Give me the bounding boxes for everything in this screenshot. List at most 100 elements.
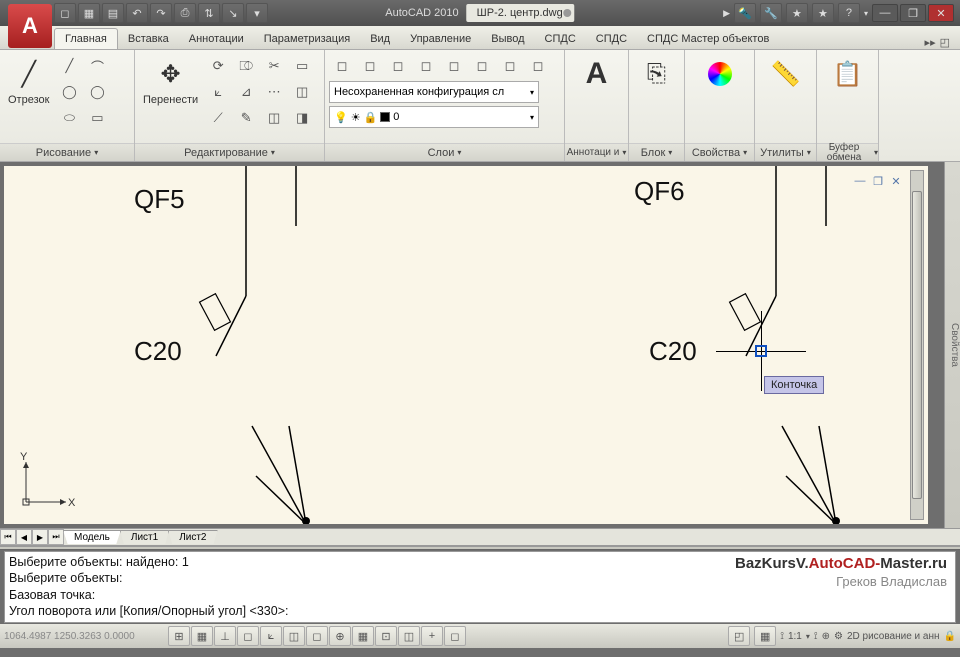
chevron-down-icon[interactable]: ▾ — [94, 148, 98, 157]
chevron-down-icon[interactable]: ▾ — [622, 148, 626, 157]
clipboard-button[interactable]: 📋 — [826, 54, 870, 94]
grid-toggle[interactable]: ▦ — [191, 626, 213, 646]
tab-view[interactable]: Вид — [360, 29, 400, 49]
edit-erase-icon[interactable]: ✎ — [233, 106, 259, 130]
tabs-overflow-icon[interactable]: ▸▸ — [925, 36, 936, 49]
tab-spds-master[interactable]: СПДС Мастер объектов — [637, 29, 779, 49]
qat-btn6-icon[interactable]: ⇅ — [198, 3, 220, 23]
edit-stretch-icon[interactable]: ◫ — [289, 80, 315, 104]
layer-icon[interactable]: ◻ — [385, 54, 411, 78]
vp-min-icon[interactable]: — — [852, 174, 868, 188]
sheet-layout2[interactable]: Лист2 — [168, 530, 217, 544]
snap-toggle[interactable]: ⊞ — [168, 626, 190, 646]
sheet-nav-first[interactable]: ⏮ — [0, 529, 16, 545]
maximize-button[interactable]: ❐ — [900, 4, 926, 22]
edit-array-icon[interactable]: ⋯ — [261, 80, 287, 104]
scale-value[interactable]: 1:1 — [788, 631, 802, 642]
draw-polyline-icon[interactable]: ╱ — [56, 54, 82, 78]
chevron-down-icon[interactable]: ▾ — [668, 148, 672, 157]
sheet-nav-next[interactable]: ▶ — [32, 529, 48, 545]
ann-vis-icon[interactable]: ⟟ — [814, 631, 818, 642]
chevron-down-icon[interactable]: ▾ — [457, 148, 461, 157]
layer-icon[interactable]: ◻ — [441, 54, 467, 78]
dyn-toggle[interactable]: ⊕ — [329, 626, 351, 646]
edit-explode-icon[interactable]: ◫ — [261, 106, 287, 130]
vp-close-icon[interactable]: ✕ — [888, 174, 904, 188]
favorite-icon[interactable]: ★ — [786, 3, 808, 23]
minimize-button[interactable]: — — [872, 4, 898, 22]
star-icon[interactable]: ★ — [812, 3, 834, 23]
draw-arc-icon[interactable]: ⌒ — [84, 54, 110, 78]
edit-trim-icon[interactable]: ✂ — [261, 54, 287, 78]
chevron-down-icon[interactable]: ▾ — [807, 148, 811, 157]
line-button[interactable]: ╱ Отрезок — [4, 54, 53, 108]
sheet-model[interactable]: Модель — [63, 530, 121, 544]
qat-print-icon[interactable]: ⎙ — [174, 3, 196, 23]
ann-auto-icon[interactable]: ⊕ — [822, 631, 830, 642]
tab-annotate[interactable]: Аннотации — [179, 29, 254, 49]
app-menu-button[interactable]: A — [8, 4, 52, 48]
plus-toggle[interactable]: + — [421, 626, 443, 646]
chevron-down-icon[interactable]: ▾ — [271, 148, 275, 157]
block-button[interactable]: ⎘ — [635, 54, 679, 94]
sc-toggle[interactable]: ◫ — [398, 626, 420, 646]
sheet-layout1[interactable]: Лист1 — [120, 530, 169, 544]
qat-btn7-icon[interactable]: ↘ — [222, 3, 244, 23]
draw-rect-icon[interactable]: ▭ — [84, 106, 110, 130]
properties-palette-tab[interactable]: Свойства — [944, 162, 960, 528]
edit-offset-icon[interactable]: ⟋ — [205, 106, 231, 130]
drawing-canvas[interactable]: — ❐ ✕ — [4, 166, 928, 524]
edit-scale-icon[interactable]: ⊿ — [233, 80, 259, 104]
properties-button[interactable] — [698, 54, 742, 94]
lock-ui-icon[interactable]: 🔒 — [944, 631, 956, 642]
command-line[interactable]: Выберите объекты: найдено: 1 Выберите об… — [4, 551, 956, 623]
command-resize-handle[interactable] — [0, 546, 960, 550]
tab-insert[interactable]: Вставка — [118, 29, 179, 49]
ducs-toggle[interactable]: ◻ — [306, 626, 328, 646]
qat-open-icon[interactable]: ▦ — [78, 3, 100, 23]
ws-gear-icon[interactable]: ⚙ — [834, 631, 843, 642]
qp-toggle[interactable]: ⊡ — [375, 626, 397, 646]
dropdown-icon[interactable]: ▾ — [864, 9, 868, 18]
polar-toggle[interactable]: ◻ — [237, 626, 259, 646]
ribbon-toggle-icon[interactable]: ◰ — [940, 36, 950, 49]
ann-scale-icon[interactable]: ⟟ — [780, 631, 784, 642]
edit-fillet-icon[interactable]: ▭ — [289, 54, 315, 78]
help-icon[interactable]: ? — [838, 3, 860, 23]
utilities-button[interactable]: 📏 — [764, 54, 808, 94]
layer-icon[interactable]: ◻ — [357, 54, 383, 78]
osnap-toggle[interactable]: ⟀ — [260, 626, 282, 646]
search-icon[interactable]: 🔦 — [734, 3, 756, 23]
draw-ring-icon[interactable]: ◯ — [84, 80, 110, 104]
qat-new-icon[interactable]: ◻ — [54, 3, 76, 23]
qat-save-icon[interactable]: ▤ — [102, 3, 124, 23]
layer-state-combo[interactable]: Несохраненная конфигурация сл▾ — [329, 81, 539, 103]
qat-more-icon[interactable]: ▾ — [246, 3, 268, 23]
otrack-toggle[interactable]: ◫ — [283, 626, 305, 646]
tab-home[interactable]: Главная — [54, 28, 118, 49]
edit-mirror-icon[interactable]: ⟀ — [205, 80, 231, 104]
tab-spds1[interactable]: СПДС — [535, 29, 586, 49]
workspace-label[interactable]: 2D рисование и анн — [847, 631, 940, 642]
close-button[interactable]: ✕ — [928, 4, 954, 22]
sheet-nav-prev[interactable]: ◀ — [16, 529, 32, 545]
current-layer-combo[interactable]: 💡 ☀ 🔒 0▾ — [329, 106, 539, 128]
chevron-down-icon[interactable]: ▾ — [874, 148, 878, 157]
ortho-toggle[interactable]: ⊥ — [214, 626, 236, 646]
move-button[interactable]: ✥ Перенести — [139, 54, 202, 108]
annotation-button[interactable]: A — [575, 54, 619, 94]
vertical-scrollbar[interactable] — [910, 170, 924, 520]
quickview-icon[interactable]: ▦ — [754, 626, 776, 646]
layer-icon[interactable]: ◻ — [497, 54, 523, 78]
layer-icon[interactable]: ◻ — [329, 54, 355, 78]
tab-spds2[interactable]: СПДС — [586, 29, 637, 49]
edit-copy-icon[interactable]: ⎄ — [233, 54, 259, 78]
layer-icon[interactable]: ◻ — [525, 54, 551, 78]
tab-parametric[interactable]: Параметризация — [254, 29, 360, 49]
layer-icon[interactable]: ◻ — [413, 54, 439, 78]
chevron-down-icon[interactable]: ▾ — [743, 148, 747, 157]
document-tab[interactable]: ШР-2. центр.dwg — [467, 4, 575, 22]
sheet-nav-last[interactable]: ⏭ — [48, 529, 64, 545]
qat-redo-icon[interactable]: ↷ — [150, 3, 172, 23]
draw-ellipse-icon[interactable]: ⬭ — [56, 106, 82, 130]
